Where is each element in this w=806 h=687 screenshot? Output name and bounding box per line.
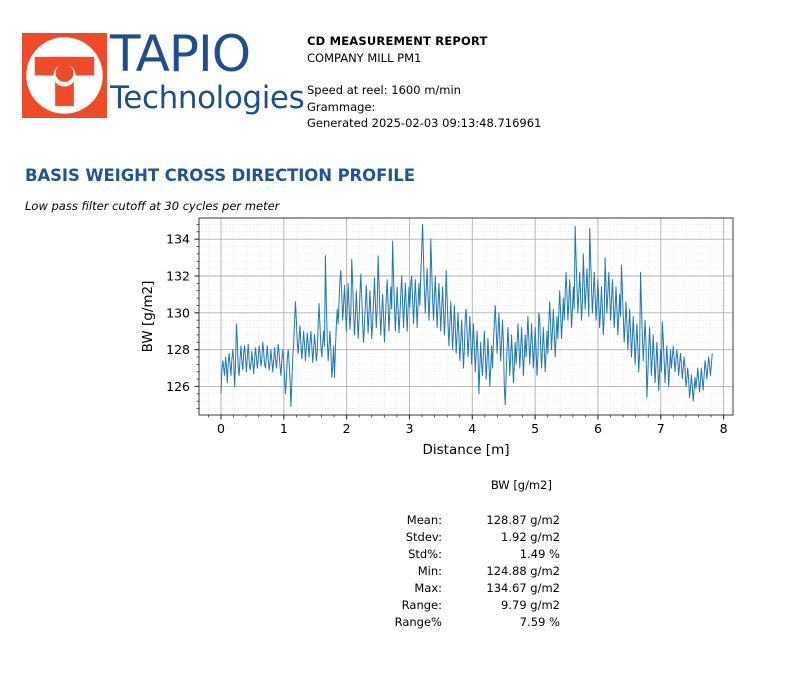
chart-data-line: [220, 223, 713, 408]
report-grammage: Grammage:: [307, 99, 376, 114]
data-series-bw: [220, 223, 713, 408]
report-generated: Generated 2025-02-03 09:13:48.716961: [307, 116, 542, 130]
report-speed: Speed at reel: 1600 m/min: [307, 83, 461, 97]
section-subheading: Low pass filter cutoff at 30 cycles per …: [25, 199, 280, 213]
report-company: COMPANY MILL PM1: [307, 50, 422, 65]
x-tick-label: 6: [594, 421, 602, 436]
stats-row-label: Max:: [414, 581, 442, 595]
stats-table-body: Mean: 128.87 g/m2 Stdev: 1.92 g/m2 Std%: 1.49…: [380, 512, 560, 631]
chart-ticks: [194, 224, 725, 420]
logo-text-technologies: Technologies: [110, 80, 305, 116]
stats-row-label: Range:: [401, 598, 442, 612]
tapio-logo: TAPIO Technologies: [22, 27, 305, 138]
y-tick-label: 134: [166, 232, 190, 247]
stats-row-label: Std%:: [408, 547, 442, 561]
plot-frame: [198, 217, 734, 416]
stats-table: Mean: 128.87 g/m2 Stdev: 1.92 g/m2 Std%: 1.49…: [380, 512, 560, 631]
stats-row-value: 1.92 g/m2: [501, 530, 560, 544]
stats-row-label: Min:: [417, 564, 442, 578]
stats-column-header: BW [g/m2]: [490, 478, 552, 492]
tapio-logo-mark: [22, 33, 107, 118]
report-metadata: CD MEASUREMENT REPORT COMPANY MILL PM1 S…: [307, 33, 737, 132]
stats-row-value: 128.87 g/m2: [486, 513, 560, 527]
stats-row: Std%: 1.49 %: [380, 546, 560, 563]
stats-row: Max: 134.67 g/m2: [380, 580, 560, 597]
x-tick-label: 5: [531, 421, 539, 436]
stats-row-label: Mean:: [406, 513, 442, 527]
stats-row: Min: 124.88 g/m2: [380, 563, 560, 580]
report-title: CD MEASUREMENT REPORT: [307, 34, 488, 48]
x-tick-label: 2: [343, 421, 351, 436]
chart-axes-frame: [198, 217, 734, 416]
x-tick-label: 0: [217, 421, 225, 436]
stats-row-value: 124.88 g/m2: [486, 564, 560, 578]
stats-row: Stdev: 1.92 g/m2: [380, 529, 560, 546]
stats-row-value: 1.49 %: [519, 547, 560, 561]
y-tick-label: 132: [166, 268, 190, 283]
cd-profile-chart: 0 1 2 3 4 5 6 7 8 126 128 130 132 134 Distance [m] BW …: [0, 210, 806, 460]
meta-spacer: [307, 66, 737, 82]
statistics-panel: BW [g/m2] Mean: 128.87 g/m2 Stdev: 1.92 g/m…: [380, 478, 560, 631]
stats-row: Mean: 128.87 g/m2: [380, 512, 560, 529]
report-header: TAPIO Technologies CD MEASUREMENT REPORT…: [0, 0, 806, 150]
x-tick-label: 1: [280, 421, 288, 436]
stats-row: Range: 9.79 g/m2: [380, 597, 560, 614]
stats-row: Range% 7.59 %: [380, 614, 560, 631]
stats-row-value: 134.67 g/m2: [486, 581, 560, 595]
chart-tick-labels: 0 1 2 3 4 5 6 7 8 126 128 130 132 134: [166, 232, 727, 436]
tapio-logo-wordmark: TAPIO Technologies: [110, 27, 310, 115]
stats-row-value: 9.79 g/m2: [501, 598, 560, 612]
y-tick-label: 130: [166, 305, 190, 320]
y-axis-title: BW [g/m2]: [140, 281, 156, 353]
logo-text-tapio: TAPIO: [110, 25, 251, 83]
stats-row-label: Range%: [394, 615, 442, 629]
chart-canvas: 0 1 2 3 4 5 6 7 8 126 128 130 132 134 Distance [m] BW …: [140, 217, 734, 458]
stats-row-value: 7.59 %: [519, 615, 560, 629]
x-tick-label: 3: [405, 421, 413, 436]
x-axis-title: Distance [m]: [422, 442, 509, 458]
stats-row-label: Stdev:: [405, 530, 442, 544]
y-tick-label: 128: [166, 342, 190, 357]
x-tick-label: 8: [720, 421, 728, 436]
x-tick-label: 7: [657, 421, 665, 436]
section-heading: BASIS WEIGHT CROSS DIRECTION PROFILE: [25, 166, 415, 185]
x-tick-label: 4: [468, 421, 476, 436]
chart-axis-titles: Distance [m] BW [g/m2]: [140, 281, 510, 458]
y-tick-label: 126: [166, 379, 190, 394]
